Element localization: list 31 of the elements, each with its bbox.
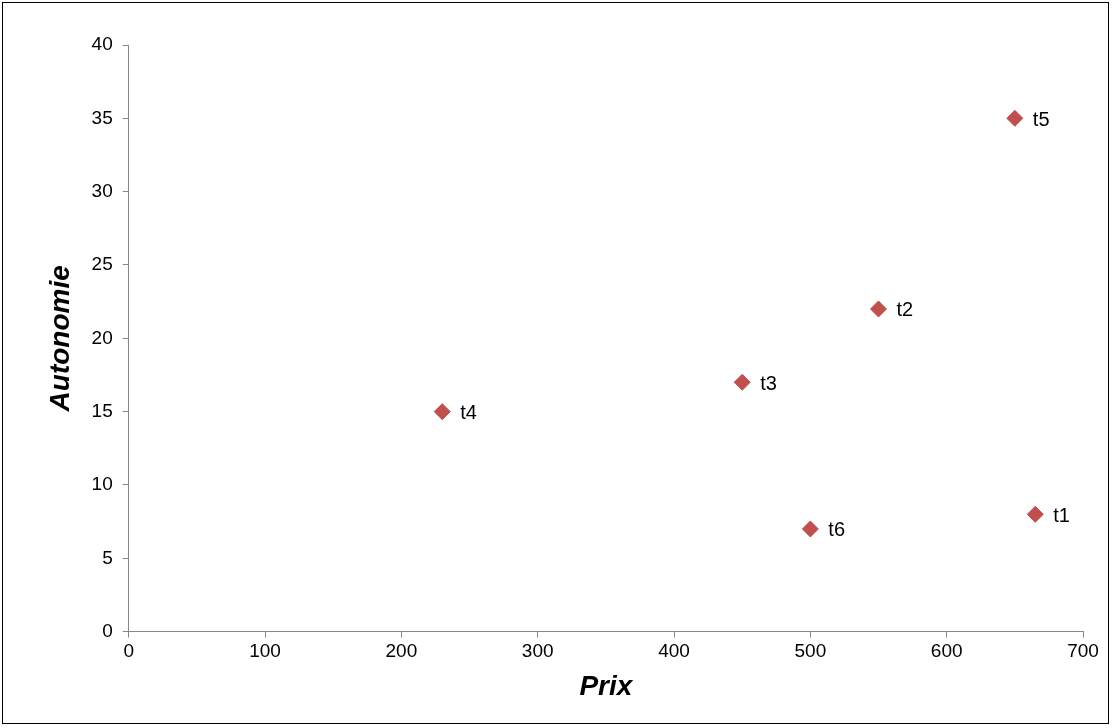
y-tick-label: 30 xyxy=(91,179,113,201)
annotation: t1 xyxy=(1053,503,1070,526)
x-axis-title: Prix xyxy=(579,669,634,701)
x-tick-label: 500 xyxy=(794,640,827,662)
point xyxy=(870,300,888,318)
point xyxy=(1006,109,1024,127)
annotation: t6 xyxy=(828,518,846,541)
x-tick-label: 400 xyxy=(658,640,690,662)
y-tick-label: 15 xyxy=(91,399,113,421)
y-tick-label: 10 xyxy=(91,473,113,495)
x-tick-label: 600 xyxy=(930,640,963,662)
x-tick-label: 300 xyxy=(521,640,554,662)
x-tick-label: 0 xyxy=(123,640,135,662)
point xyxy=(733,373,751,391)
y-tick-label: 5 xyxy=(102,546,113,568)
annotation: t4 xyxy=(460,401,477,424)
y-tick-label: 25 xyxy=(91,253,113,275)
annotation: t2 xyxy=(896,298,914,321)
y-tick-label: 35 xyxy=(91,106,113,128)
y-tick-label: 40 xyxy=(91,33,113,55)
point xyxy=(801,520,819,538)
annotation: t3 xyxy=(760,371,777,394)
x-tick-label: 700 xyxy=(1067,640,1099,662)
annotation: t5 xyxy=(1032,107,1050,130)
y-axis-title: Autonomie xyxy=(43,265,75,413)
x-tick-label: 200 xyxy=(385,640,418,662)
point xyxy=(433,403,451,421)
y-tick-label: 0 xyxy=(102,619,113,641)
y-tick-label: 20 xyxy=(91,326,113,348)
x-tick-label: 100 xyxy=(249,640,281,662)
point xyxy=(1026,505,1044,523)
